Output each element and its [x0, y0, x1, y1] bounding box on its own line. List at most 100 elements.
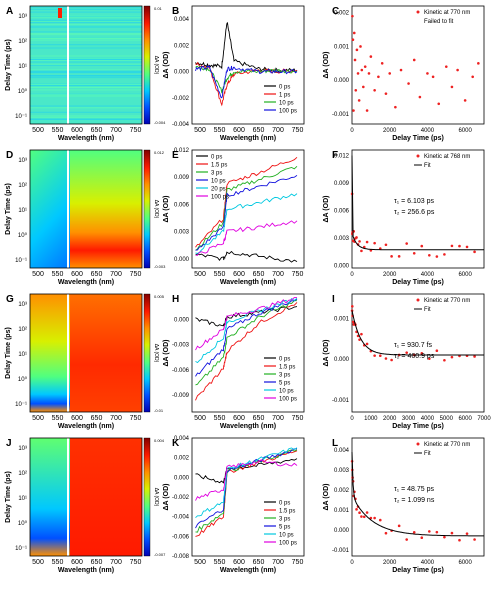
legend-entry: 3 ps [279, 517, 290, 523]
y-tick-label: -0.006 [172, 534, 190, 540]
data-point [355, 48, 359, 52]
y-tick-label: 0.000 [174, 317, 190, 323]
heatmap-stripe [30, 33, 142, 35]
heatmap-stripe [30, 55, 142, 57]
data-point [450, 85, 454, 89]
spectra-panel-b [191, 5, 305, 125]
x-tick-label: 500 [194, 415, 206, 422]
colorbar-max: 0.005 [154, 294, 165, 299]
x-tick-label: 500 [32, 559, 44, 566]
colorbar [143, 5, 151, 125]
data-point [373, 241, 376, 245]
x-tick-label: 2000 [383, 560, 397, 566]
data-point [465, 245, 469, 249]
data-point [412, 58, 416, 62]
data-point [359, 45, 362, 48]
legend-entry: 100 ps [279, 109, 297, 115]
y-tick-label: 10³ [18, 302, 27, 308]
x-tick-label: 600 [71, 271, 83, 278]
panel-label: F [332, 150, 338, 161]
y-tick-label: 10⁰ [18, 88, 28, 95]
y-tick-label: 10¹ [18, 64, 27, 70]
x-tick-label: 750 [130, 415, 142, 422]
heatmap-panel-d [29, 149, 151, 269]
data-point [443, 535, 446, 539]
heatmap-hotspot [58, 8, 62, 18]
data-point [365, 109, 369, 112]
data-point [458, 244, 461, 248]
legend-entry: 10 ps [279, 389, 294, 395]
heatmap-panel-a [29, 5, 151, 125]
y-tick-label: 0.004 [334, 448, 350, 454]
data-point [399, 68, 403, 72]
heatmap-stripe [30, 111, 142, 113]
data-point [357, 99, 361, 102]
tau1-annotation: τ₁ = 6.103 ps [394, 198, 434, 205]
legend-entry: 1.5 ps [279, 509, 295, 515]
data-point [351, 14, 354, 18]
x-tick-label: 750 [292, 559, 304, 566]
y-axis-label: ΔA (OD) [163, 340, 170, 367]
heatmap-stripe [30, 37, 142, 39]
legend-entry: 0 ps [211, 155, 222, 161]
colorbar [143, 149, 151, 269]
kinetic-panel-f [350, 149, 485, 269]
data-point [435, 255, 439, 258]
data-point [412, 531, 416, 534]
data-point [384, 92, 388, 95]
y-tick-label: 0.004 [174, 436, 190, 442]
x-axis-label: Delay Time (ps) [392, 279, 444, 286]
heatmap-stripe [30, 69, 142, 71]
series-line-20ps [195, 193, 298, 254]
y-axis-label: ΔA (OD) [163, 52, 170, 79]
y-tick-label: 0.002 [334, 488, 350, 494]
y-axis-label: ΔA (OD) [323, 340, 330, 367]
x-tick-label: 700 [110, 559, 122, 566]
heatmap-stripe [30, 22, 142, 24]
heatmap-stripe [30, 75, 142, 77]
y-tick-label: 0.009 [334, 181, 350, 187]
data-point [412, 251, 416, 255]
heatmap-stripe [30, 63, 142, 65]
legend-entry: Failed to fit [424, 19, 454, 25]
data-point [365, 511, 369, 514]
data-point [360, 332, 363, 336]
heatmap-stripe [30, 44, 142, 46]
heatmap-stripe [30, 95, 142, 97]
y-tick-label: 0.003 [334, 468, 350, 474]
x-tick-label: 650 [253, 415, 265, 422]
plot-frame [351, 293, 485, 413]
data-point [435, 530, 439, 534]
legend-entry: 1.5 ps [211, 163, 227, 169]
legend-entry: Fit [424, 163, 431, 169]
y-tick-label: 0.004 [174, 17, 190, 23]
heatmap-stripe [30, 72, 142, 74]
data-point [388, 72, 392, 75]
y-tick-label: -0.004 [172, 122, 190, 128]
x-tick-label: 4000 [421, 272, 435, 278]
x-tick-label: 650 [253, 559, 265, 566]
y-tick-label: 10¹ [18, 208, 27, 214]
x-axis-label: Wavelength (nm) [58, 279, 114, 286]
colorbar-min: -0.003 [154, 264, 166, 269]
x-tick-label: 550 [214, 271, 226, 278]
y-tick-label: -0.001 [332, 398, 350, 404]
y-tick-label: 0.001 [334, 44, 350, 50]
legend-entry: Fit [424, 451, 431, 457]
x-axis-label: Delay Time (ps) [392, 423, 444, 430]
heatmap-stripe [30, 59, 142, 61]
legend-entry: Kinetic at 770 nm [424, 10, 470, 16]
y-tick-label: 10² [18, 471, 27, 477]
kinetic-panel-c [351, 5, 485, 125]
legend-entry: 1.5 ps [279, 365, 295, 371]
spectra-panel-e [191, 149, 305, 269]
y-tick-label: 0.001 [334, 508, 350, 514]
x-tick-label: 0 [350, 128, 354, 134]
y-tick-label: 0.000 [174, 70, 190, 76]
data-point [384, 243, 388, 247]
y-tick-label: -0.001 [332, 548, 350, 554]
data-point [351, 38, 355, 42]
data-point [362, 85, 365, 89]
x-tick-label: 6000 [458, 128, 472, 134]
spectra-panel-k [191, 437, 305, 557]
